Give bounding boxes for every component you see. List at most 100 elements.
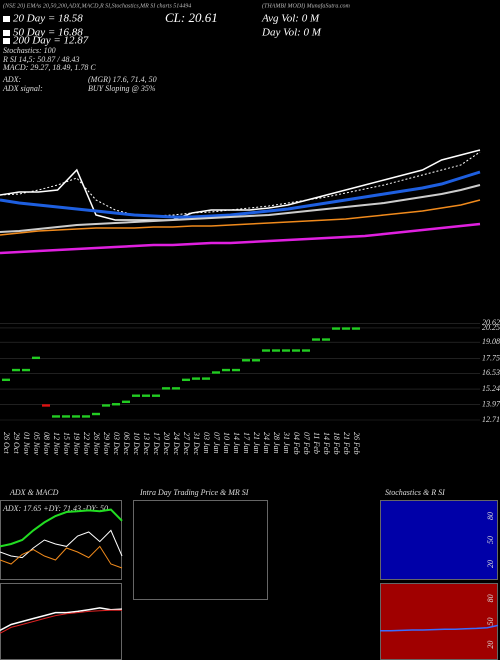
y-tick-label: 12.71	[482, 415, 500, 424]
x-tick-label: 08 Nov	[42, 432, 51, 455]
y-tick-label: 20	[486, 641, 495, 649]
series-line	[0, 170, 481, 219]
ema20-text: 20 Day = 18.58	[13, 13, 83, 25]
x-tick-label: 04 Feb	[292, 432, 301, 454]
candle	[232, 368, 240, 372]
candle	[282, 349, 290, 352]
x-tick-label: 17 Jan	[242, 432, 251, 454]
candle	[252, 359, 260, 362]
x-tick-label: 20 Dec	[162, 432, 171, 455]
series-line	[0, 222, 481, 255]
candle	[112, 403, 120, 406]
y-tick-label: 19.08	[482, 337, 500, 346]
legend-swatch	[3, 30, 10, 36]
series-line	[0, 545, 123, 569]
x-tick-label: 10 Dec	[132, 432, 141, 455]
series-line	[0, 508, 123, 548]
x-tick-label: 31 Jan	[282, 431, 291, 454]
panel-title: Stochastics & R SI	[385, 488, 445, 497]
x-tick-label: 05 Nov	[32, 432, 41, 455]
adx-values: (MGR) 17.6, 71.4, 50	[88, 75, 157, 84]
avg-vol-text: Avg Vol: 0 M	[261, 13, 320, 25]
x-tick-label: 24 Dec	[172, 432, 181, 455]
panel-frame	[380, 500, 498, 580]
x-tick-label: 22 Nov	[82, 432, 91, 455]
candle	[52, 415, 60, 418]
candle	[342, 327, 350, 330]
candle	[192, 377, 200, 380]
x-tick-label: 27 Dec	[182, 432, 191, 455]
x-tick-label: 26 Feb	[352, 432, 361, 454]
x-tick-label: 31 Dec	[192, 431, 201, 455]
candle	[152, 394, 160, 397]
panel-frame	[0, 583, 122, 660]
y-tick-label: 16.53	[482, 368, 500, 377]
panel-frame	[380, 583, 498, 660]
stochastics-text: Stochastics: 100	[3, 46, 56, 55]
x-tick-label: 21 Feb	[342, 432, 351, 454]
adx-signal: BUY Sloping @ 35%	[88, 84, 156, 93]
x-tick-label: 03 Dec	[112, 432, 121, 455]
x-tick-label: 07 Jan	[212, 432, 221, 454]
panel-title: Intra Day Trading Price & MR SI	[139, 488, 249, 497]
candle	[92, 412, 100, 416]
x-tick-label: 06 Dec	[122, 432, 131, 455]
x-tick-label: 10 Jan	[222, 432, 231, 454]
candle	[42, 404, 50, 407]
candle	[82, 415, 90, 418]
series-line	[0, 149, 481, 221]
x-tick-label: 29 Nov	[102, 432, 111, 455]
x-tick-label: 07 Feb	[302, 432, 311, 454]
candle	[2, 378, 10, 382]
y-tick-label: 17.75	[482, 353, 500, 362]
series-line	[380, 624, 499, 632]
y-tick-label: 20.25	[482, 323, 500, 332]
x-tick-label: 01 Nov	[22, 432, 31, 455]
close-text: CL: 20.61	[165, 10, 218, 25]
day-vol-text: Day Vol: 0 M	[261, 27, 322, 39]
candle	[132, 394, 140, 397]
x-tick-label: 28 Jan	[272, 432, 281, 454]
x-tick-label: 26 Oct	[2, 432, 11, 454]
adx-signal-label: ADX signal:	[2, 84, 43, 93]
x-tick-label: 24 Jan	[262, 432, 271, 454]
candle	[162, 387, 170, 390]
rsi-text: R SI 14,5: 50.87 / 48.43	[2, 55, 79, 64]
candle	[202, 377, 210, 380]
candle	[142, 394, 150, 397]
y-tick-label: 80	[486, 594, 495, 602]
x-tick-label: 18 Feb	[332, 432, 341, 454]
x-tick-label: 26 Nov	[92, 432, 101, 455]
candle	[172, 387, 180, 390]
ema50-text: 50 Day = 16.88	[13, 27, 83, 39]
candle	[122, 400, 130, 404]
adx-label: ADX:	[2, 75, 22, 84]
series-line	[0, 184, 481, 233]
candle	[222, 368, 230, 372]
panel-annotation: ADX: 17.65 +DY: 71.43 -DY: 50	[2, 504, 108, 513]
y-tick-label: 80	[486, 512, 495, 520]
candle	[272, 349, 280, 352]
panel-frame	[133, 500, 268, 600]
y-tick-label: 20.62	[482, 318, 500, 327]
series-line	[0, 607, 123, 632]
x-tick-label: 14 Jan	[232, 432, 241, 454]
y-tick-label: 50	[486, 618, 495, 626]
y-tick-label: 15.24	[482, 384, 500, 393]
x-tick-label: 13 Dec	[142, 432, 151, 455]
y-tick-label: 13.97	[482, 399, 500, 408]
x-tick-label: 03 Jan	[202, 432, 211, 454]
series-line	[0, 609, 122, 634]
candle	[62, 415, 70, 418]
series-line	[0, 199, 481, 236]
panel-title: ADX & MACD	[9, 488, 59, 497]
candle	[102, 404, 110, 407]
ema200-text: 200 Day = 12.87	[13, 35, 89, 47]
x-tick-label: 29 Oct	[12, 432, 21, 454]
legend-swatch	[3, 16, 10, 22]
candle	[352, 327, 360, 330]
x-tick-label: 11 Feb	[312, 432, 321, 454]
candle	[312, 338, 320, 341]
